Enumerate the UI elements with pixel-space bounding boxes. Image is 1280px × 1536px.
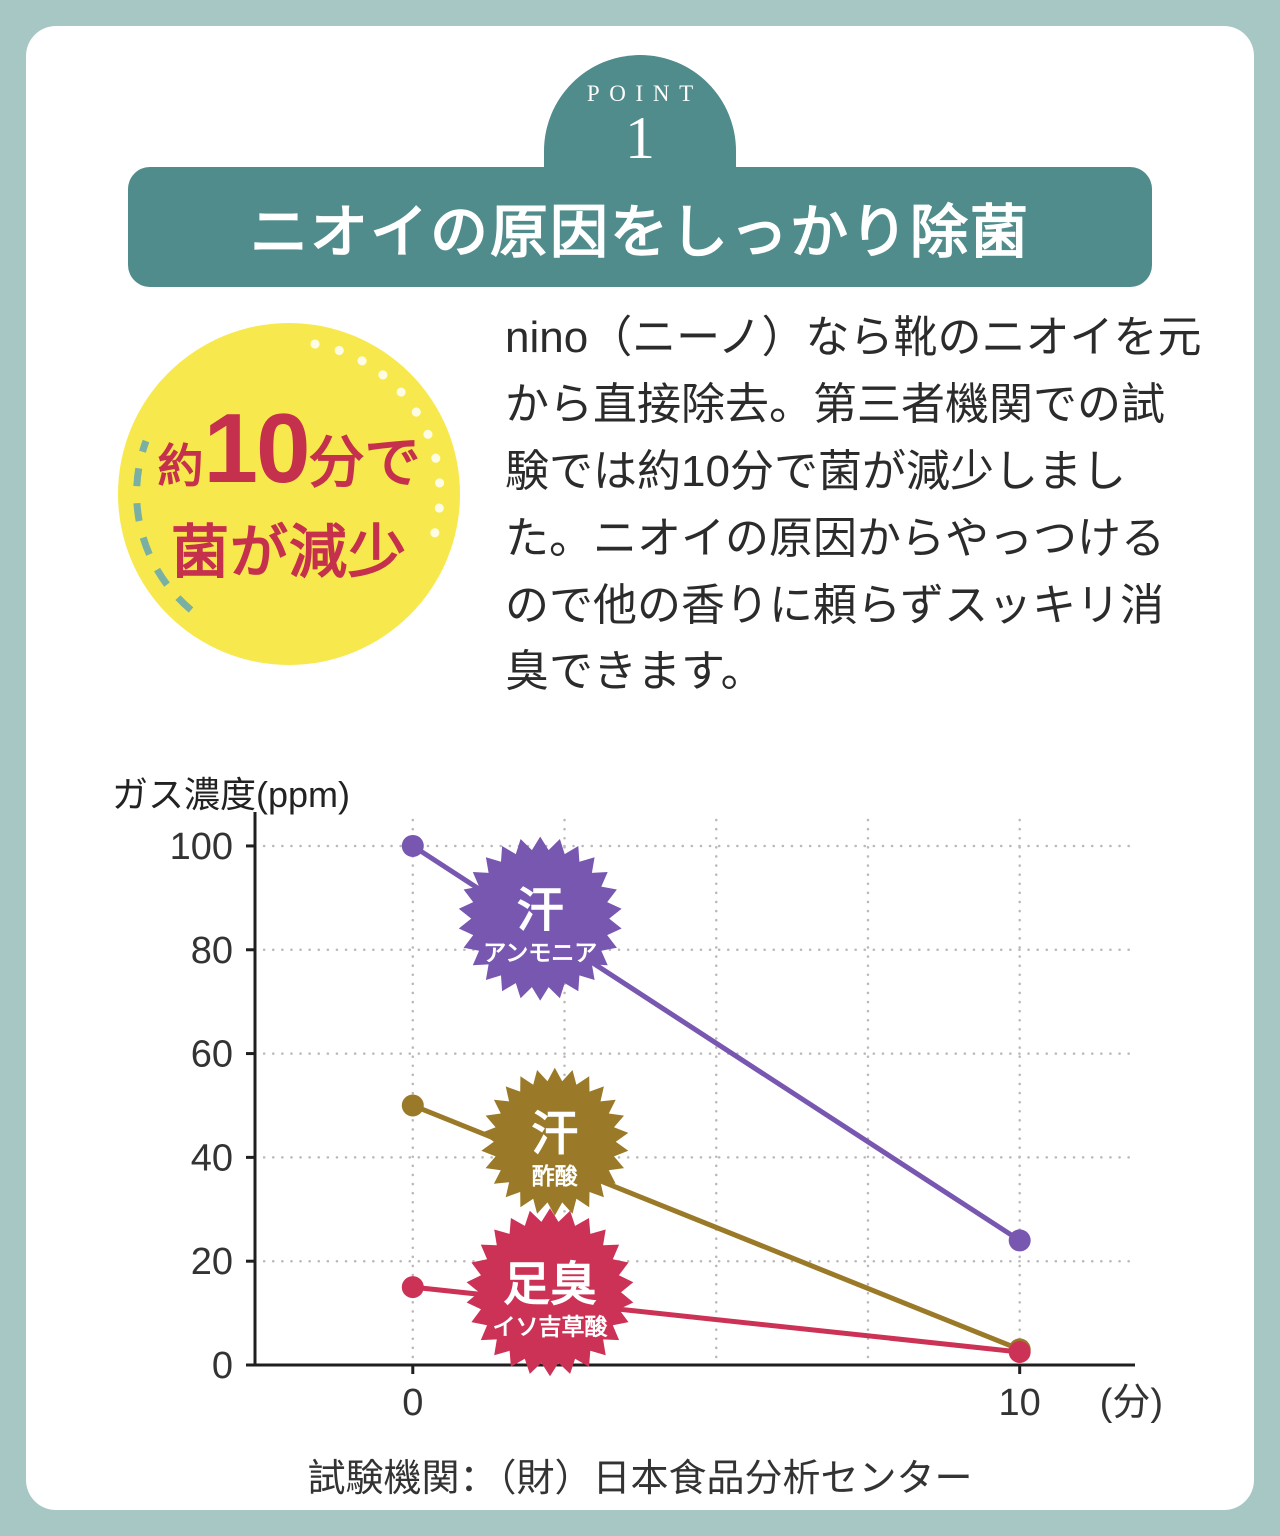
highlight-badge: 約 10 分で 菌が減少 bbox=[118, 323, 460, 665]
highlight-prefix: 約 bbox=[157, 440, 204, 492]
series-badge-main-label: 汗 bbox=[531, 1107, 578, 1160]
x-tick-label: 0 bbox=[402, 1382, 423, 1424]
series-badge-1 bbox=[481, 1067, 629, 1216]
data-point bbox=[401, 1276, 424, 1299]
point-kicker: POINT bbox=[586, 81, 703, 106]
point-number: 1 bbox=[625, 105, 655, 171]
series-badge-sub-label: イソ吉草酸 bbox=[492, 1313, 608, 1339]
x-tick-label: 10 bbox=[999, 1382, 1041, 1424]
y-tick-label: 40 bbox=[191, 1137, 233, 1179]
dotted-arc bbox=[310, 339, 445, 550]
series-badge-main-label: 汗 bbox=[517, 884, 564, 937]
y-tick-label: 80 bbox=[191, 930, 233, 972]
y-tick-label: 100 bbox=[170, 826, 233, 868]
highlight-number: 10 bbox=[203, 393, 310, 503]
series-badge-main-label: 足臭 bbox=[503, 1257, 597, 1310]
data-point bbox=[1008, 1229, 1031, 1252]
section-header: ニオイの原因をしっかり除菌 bbox=[128, 167, 1152, 287]
point-badge: POINT 1 bbox=[544, 55, 736, 171]
data-point bbox=[401, 1094, 424, 1117]
x-unit-label: (分) bbox=[1100, 1382, 1163, 1424]
highlight-line2: 菌が減少 bbox=[170, 520, 407, 585]
series-badge-sub-label: 酢酸 bbox=[532, 1163, 579, 1189]
y-tick-label: 0 bbox=[212, 1345, 233, 1387]
section-title: ニオイの原因をしっかり除菌 bbox=[249, 200, 1030, 265]
data-point bbox=[1008, 1341, 1031, 1364]
test-source: 試験機関：（財）日本食品分析センター bbox=[307, 1458, 973, 1500]
y-tick-label: 60 bbox=[191, 1034, 233, 1076]
y-axis-title: ガス濃度(ppm) bbox=[112, 775, 350, 815]
series-badge-2 bbox=[466, 1208, 634, 1377]
badge-decoration bbox=[133, 339, 445, 613]
highlight-line1: 約 10 分で bbox=[157, 399, 420, 499]
highlight-suffix: 分で bbox=[308, 431, 421, 494]
body-text: nino（ニーノ）なら靴のニオイを元から直接除去。第三者機関での試験では約10分… bbox=[505, 313, 1202, 697]
series-badge-0 bbox=[458, 836, 622, 1001]
y-tick-label: 20 bbox=[191, 1241, 233, 1283]
white-card: POINT 1 ニオイの原因をしっかり除菌 約 10 分で 菌が減少 nino（ニー… bbox=[26, 26, 1254, 1510]
data-point bbox=[401, 834, 424, 857]
series-badge-sub-label: アンモニア bbox=[483, 940, 597, 966]
